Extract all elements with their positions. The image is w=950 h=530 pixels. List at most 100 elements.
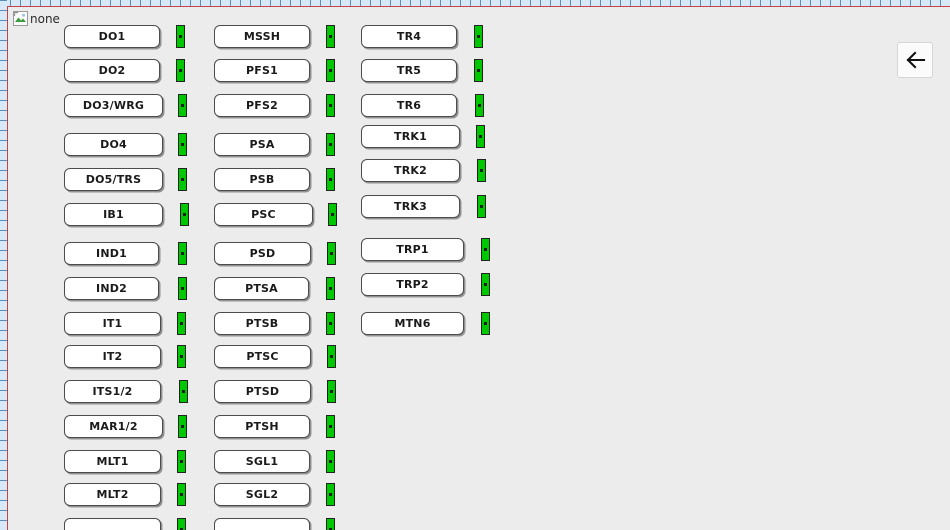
led-indicator[interactable] [327,242,336,265]
led-indicator[interactable] [179,380,188,403]
led-indicator[interactable] [176,25,185,48]
ruler-top [0,0,950,6]
led-indicator[interactable] [326,59,335,82]
device-button[interactable]: TR4 [361,25,457,48]
device-button[interactable]: IND1 [64,242,159,265]
device-button-label: PTSD [245,385,280,398]
led-indicator[interactable] [178,277,187,300]
device-button[interactable]: IT1 [64,312,161,335]
device-button[interactable]: MTN6 [361,312,464,335]
broken-image-placeholder: none [13,11,60,26]
led-indicator[interactable] [474,25,483,48]
led-indicator[interactable] [178,133,187,156]
led-indicator[interactable] [178,415,187,438]
device-button[interactable]: TRK3 [361,195,460,218]
device-button[interactable]: ITS1/2 [64,380,161,403]
led-indicator[interactable] [477,195,486,218]
device-button[interactable]: PFS2 [214,94,310,117]
led-indicator[interactable] [326,94,335,117]
led-indicator[interactable] [474,59,483,82]
device-button[interactable]: PTSA [214,277,309,300]
broken-image-alt-text: none [30,11,60,26]
device-button-label: PSB [249,173,275,186]
led-indicator[interactable] [327,345,336,368]
device-button[interactable] [214,518,310,530]
device-button[interactable] [64,518,161,530]
led-indicator[interactable] [177,345,186,368]
device-button[interactable]: PTSD [214,380,311,403]
led-indicator[interactable] [178,242,187,265]
led-indicator[interactable] [326,277,335,300]
device-button[interactable]: PTSH [214,415,310,438]
led-indicator[interactable] [481,238,490,261]
led-indicator[interactable] [326,483,335,506]
device-button[interactable]: TRK1 [361,125,460,148]
device-button-label: DO2 [98,64,126,77]
device-button-label: PTSB [245,317,279,330]
led-indicator[interactable] [177,450,186,473]
device-button[interactable]: TRK2 [361,159,460,182]
device-button[interactable]: PSD [214,242,311,265]
device-button-label: DO3/WRG [82,99,145,112]
device-button-label: TR6 [396,99,422,112]
led-indicator[interactable] [327,380,336,403]
device-button[interactable]: PSA [214,133,310,156]
led-indicator[interactable] [326,168,335,191]
device-button[interactable]: TR5 [361,59,457,82]
device-button[interactable]: DO3/WRG [64,94,163,117]
ruler-left-ticks [0,0,7,530]
device-button[interactable]: MSSH [214,25,310,48]
device-button-label: PSD [249,247,276,260]
led-indicator[interactable] [326,450,335,473]
device-button[interactable]: IT2 [64,345,161,368]
device-button[interactable]: DO2 [64,59,160,82]
device-button[interactable]: DO5/TRS [64,168,163,191]
device-button[interactable]: MLT2 [64,483,161,506]
device-button[interactable]: DO4 [64,133,163,156]
device-button[interactable]: TRP1 [361,238,464,261]
device-button-label: TRK2 [394,164,427,177]
led-indicator[interactable] [477,159,486,182]
device-button[interactable]: MLT1 [64,450,161,473]
arrow-left-icon [904,49,926,71]
device-button[interactable]: PSC [214,203,313,226]
led-indicator[interactable] [476,125,485,148]
led-indicator[interactable] [177,518,186,530]
device-button[interactable]: TR6 [361,94,457,117]
broken-image-icon [13,11,28,26]
device-button-label: DO5/TRS [85,173,142,186]
device-button[interactable]: IND2 [64,277,159,300]
device-button[interactable]: PTSC [214,345,311,368]
device-button[interactable]: PFS1 [214,59,310,82]
led-indicator[interactable] [326,312,335,335]
led-indicator[interactable] [326,133,335,156]
device-button-label: PFS1 [246,64,278,77]
led-indicator[interactable] [475,94,484,117]
device-button-label: SGL1 [245,455,279,468]
device-button[interactable]: MAR1/2 [64,415,163,438]
ruler-top-ticks [0,0,950,6]
led-indicator[interactable] [180,203,189,226]
led-indicator[interactable] [481,273,490,296]
device-button[interactable]: SGL1 [214,450,310,473]
device-button[interactable]: IB1 [64,203,163,226]
led-indicator[interactable] [178,94,187,117]
led-indicator[interactable] [178,168,187,191]
device-button[interactable]: DO1 [64,25,160,48]
led-indicator[interactable] [326,518,335,530]
device-button[interactable]: TRP2 [361,273,464,296]
device-button-label: IB1 [103,208,124,221]
led-indicator[interactable] [328,203,337,226]
device-button[interactable]: SGL2 [214,483,310,506]
led-indicator[interactable] [326,415,335,438]
device-button-label: MSSH [243,30,281,43]
device-button-label: DO4 [100,138,127,151]
led-indicator[interactable] [177,312,186,335]
led-indicator[interactable] [481,312,490,335]
back-button[interactable] [897,42,933,78]
led-indicator[interactable] [177,483,186,506]
led-indicator[interactable] [176,59,185,82]
device-button[interactable]: PTSB [214,312,310,335]
device-button[interactable]: PSB [214,168,310,191]
led-indicator[interactable] [326,25,335,48]
